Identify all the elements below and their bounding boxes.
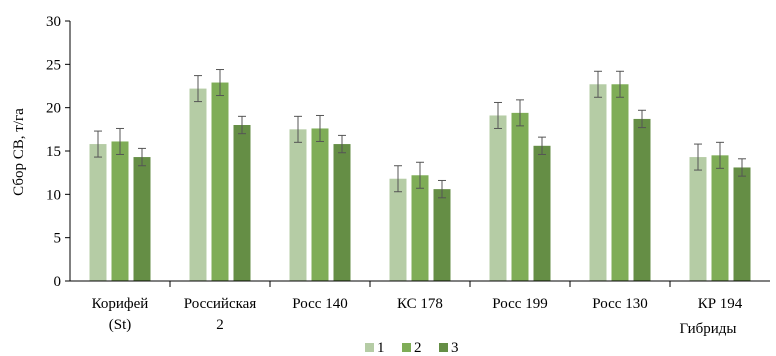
bar-series-3 [633, 118, 651, 281]
bar-series-3 [533, 145, 551, 281]
y-tick-label: 10 [46, 187, 61, 203]
bar-series-3 [333, 144, 351, 281]
x-tick-label: Росс 199 [492, 296, 547, 312]
y-axis-label: Сбор СВ, т/га [11, 108, 27, 196]
x-tick-label: Корифей [92, 296, 149, 312]
bar-series-3 [133, 157, 151, 281]
x-axis-label: Гибриды [680, 321, 737, 337]
x-tick-label: КР 194 [698, 296, 743, 312]
bar-series-2 [611, 84, 629, 282]
bar-series-2 [511, 112, 529, 281]
x-tick-label: Росс 130 [592, 296, 647, 312]
bar-series-1 [389, 178, 407, 281]
bar-series-3 [433, 189, 451, 281]
legend-swatch-3 [439, 343, 448, 352]
x-tick-label: Росс 140 [292, 296, 347, 312]
y-tick-label: 0 [54, 274, 62, 290]
bar-series-1 [589, 84, 607, 282]
bar-series-1 [189, 88, 207, 281]
legend-label-2: 2 [414, 340, 422, 356]
bar-series-1 [489, 115, 507, 281]
bar-series-1 [89, 144, 107, 281]
bar-series-3 [733, 167, 751, 281]
y-tick-label: 30 [46, 14, 61, 30]
legend-label-1: 1 [377, 340, 385, 356]
bar-series-2 [211, 82, 229, 282]
y-tick-label: 25 [46, 57, 61, 73]
x-tick-label: Российская [184, 296, 257, 312]
bar-series-2 [111, 141, 129, 281]
bar-series-2 [411, 175, 429, 281]
x-tick-label: (St) [109, 317, 132, 333]
legend-swatch-2 [402, 343, 411, 352]
bar-series-1 [689, 157, 707, 281]
bar-series-3 [233, 125, 251, 281]
y-axis: 0 5 10 15 20 25 30 [46, 14, 71, 290]
x-tick-label: КС 178 [397, 296, 443, 312]
bar-series-2 [711, 155, 729, 281]
y-tick-label: 15 [46, 144, 61, 160]
y-tick-label: 20 [46, 101, 61, 117]
x-axis: Корифей (St) Российская 2 Росс 140 КС 178 Росс… [70, 280, 770, 333]
x-tick-label: 2 [216, 317, 224, 333]
legend: 1 2 3 [365, 340, 459, 356]
bar-series-2 [311, 128, 329, 281]
bars-group [89, 69, 751, 282]
legend-label-3: 3 [451, 340, 459, 356]
bar-series-1 [289, 129, 307, 281]
legend-swatch-1 [365, 343, 374, 352]
y-tick-label: 5 [54, 231, 62, 247]
